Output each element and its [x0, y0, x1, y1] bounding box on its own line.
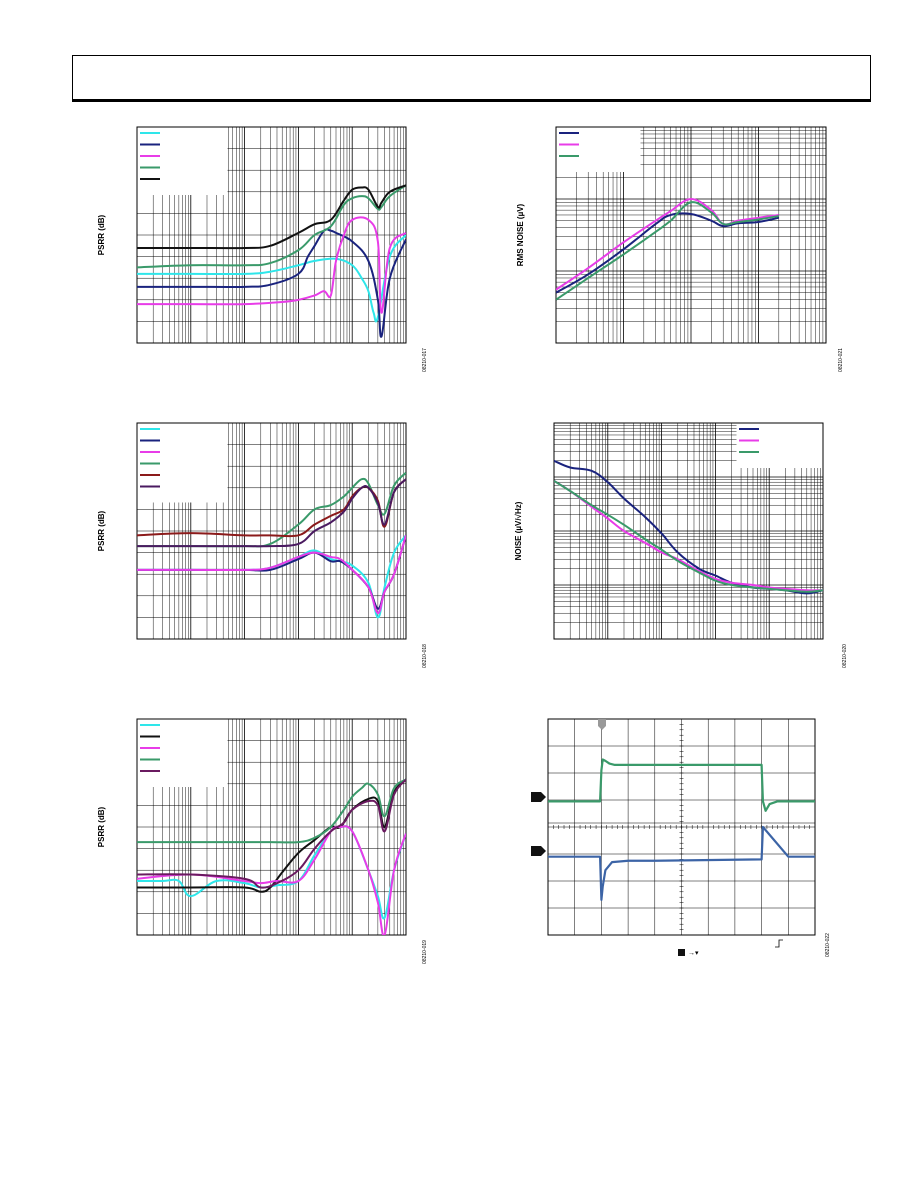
chart-psrr-1: PSRR (dB) 08210-017 — [97, 126, 428, 372]
chart-noise-density: NOISE (µV/√Hz) 08210-020 — [514, 422, 848, 668]
series-line-5 — [137, 778, 406, 889]
page-header-box — [72, 55, 871, 102]
series-line-5 — [137, 184, 406, 250]
series-line-1 — [137, 234, 406, 323]
legend-box — [736, 423, 823, 468]
grid — [547, 718, 816, 936]
figure-id: 08210-017 — [422, 348, 428, 372]
y-axis-label: PSRR (dB) — [97, 214, 106, 255]
chart-rms-noise: RMS NOISE (µV) 08210-021 — [516, 126, 844, 372]
series-line-1 — [548, 758, 815, 812]
plot-frame — [547, 718, 816, 936]
series-line-2 — [548, 825, 815, 901]
series-line-3 — [137, 535, 406, 615]
status-square-icon — [678, 949, 685, 956]
series-line-1 — [137, 534, 406, 619]
series-line-2 — [556, 197, 779, 291]
chart-transient: →▾ 08210-022 — [531, 718, 831, 957]
chart-psrr-3: PSRR (dB) 08210-019 — [97, 718, 428, 964]
legend — [137, 719, 228, 787]
y-axis-label: NOISE (µV/√Hz) — [514, 501, 523, 560]
legend — [137, 423, 228, 503]
series-line-3 — [556, 201, 779, 301]
y-axis-label: RMS NOISE (µV) — [516, 203, 525, 266]
series-line-2 — [554, 479, 823, 592]
grid — [553, 422, 824, 640]
edge-trigger-icon — [775, 939, 783, 948]
plot-frame — [136, 422, 407, 640]
figure-id: 08210-019 — [422, 940, 428, 964]
y-axis-label: PSRR (dB) — [97, 510, 106, 551]
legend — [137, 127, 228, 195]
arrow-icon: →▾ — [688, 950, 699, 957]
figure-id: 08210-018 — [422, 644, 428, 668]
plot-frame — [136, 718, 407, 936]
plot-frame — [553, 422, 824, 640]
figure-id: 08210-021 — [838, 348, 844, 372]
series-line-1 — [556, 212, 780, 294]
y-axis-label: PSRR (dB) — [97, 806, 106, 847]
series-line-3 — [137, 216, 406, 314]
channel-2-marker — [531, 846, 546, 856]
series-line-4 — [137, 778, 406, 844]
legend-box — [137, 719, 228, 787]
legend — [736, 423, 823, 468]
chart-psrr-2: PSRR (dB) 08210-018 — [97, 422, 428, 668]
plot-frame — [555, 126, 827, 344]
series-line-6 — [137, 478, 406, 548]
channel-1-marker — [531, 792, 546, 802]
legend-box — [137, 127, 228, 195]
series-line-3 — [554, 479, 823, 593]
series-line-1 — [554, 459, 823, 595]
series-line-4 — [137, 184, 406, 269]
trigger-marker — [598, 719, 606, 730]
series-line-1 — [137, 825, 406, 920]
legend — [556, 127, 641, 172]
figure-id: 08210-020 — [842, 644, 848, 668]
figure-id: 08210-022 — [825, 933, 831, 957]
legend-box — [556, 127, 641, 172]
